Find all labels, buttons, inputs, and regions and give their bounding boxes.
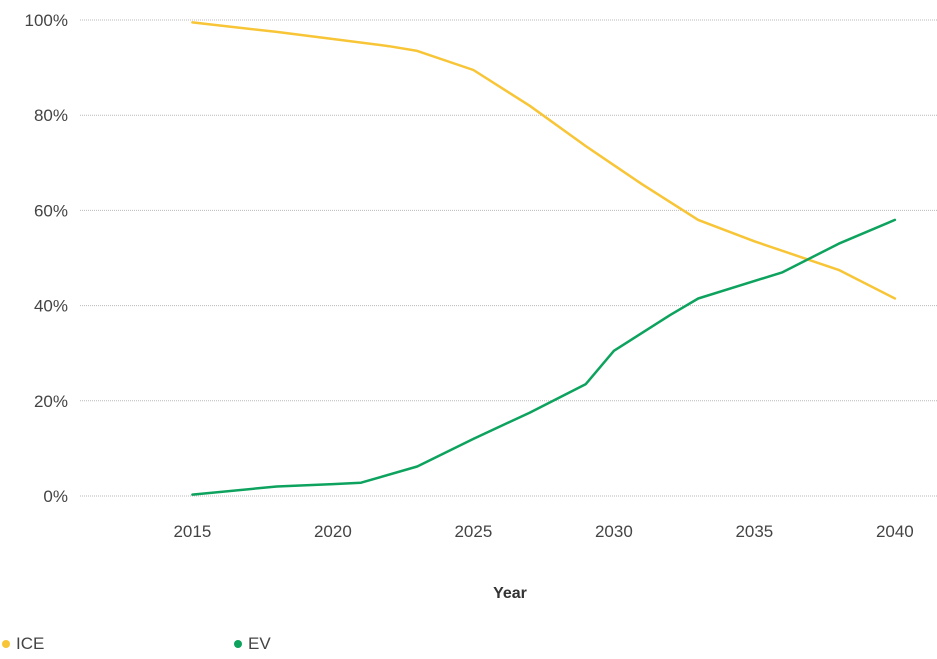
x-tick-label: 2015 — [173, 522, 211, 541]
y-tick-label: 0% — [43, 487, 68, 506]
y-tick-label: 20% — [34, 392, 68, 411]
y-axis-ticks: 0% 20% 40% 60% 80% 100% — [25, 11, 68, 506]
legend-swatch-ice — [2, 640, 10, 648]
y-tick-label: 80% — [34, 106, 68, 125]
x-tick-label: 2020 — [314, 522, 352, 541]
x-axis-ticks: 2015 2020 2025 2030 2035 2040 — [173, 522, 913, 541]
x-tick-label: 2040 — [876, 522, 914, 541]
legend-item-ice[interactable]: ICE — [2, 634, 44, 654]
gridlines — [80, 19, 937, 497]
legend-item-ev[interactable]: EV — [234, 634, 271, 654]
legend: ICE EV — [0, 634, 937, 658]
x-axis-label: Year — [493, 585, 527, 602]
x-tick-label: 2025 — [454, 522, 492, 541]
x-tick-label: 2035 — [735, 522, 773, 541]
legend-label-ev: EV — [248, 634, 271, 653]
y-tick-label: 40% — [34, 297, 68, 316]
series-lines — [191, 21, 897, 496]
y-tick-label: 60% — [34, 201, 68, 220]
legend-label-ice: ICE — [16, 634, 45, 653]
series-line-ice — [191, 21, 897, 300]
y-tick-label: 100% — [25, 11, 68, 30]
x-tick-label: 2030 — [595, 522, 633, 541]
series-line-ev — [191, 218, 897, 496]
legend-swatch-ev — [234, 640, 242, 648]
